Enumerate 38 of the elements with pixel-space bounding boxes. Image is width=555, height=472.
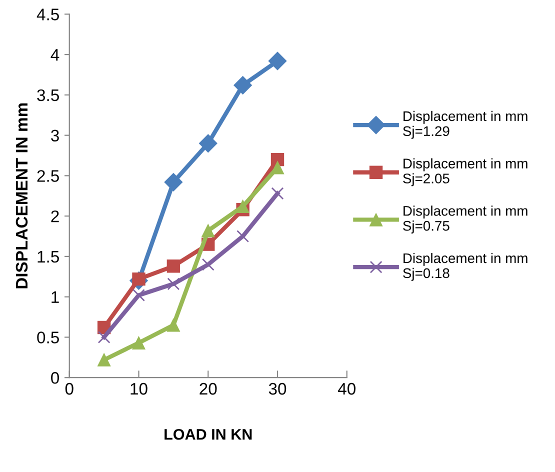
point xyxy=(198,134,218,153)
point xyxy=(236,200,250,213)
legend-label: Displacement in mm Sj=0.18 xyxy=(403,252,528,281)
point xyxy=(268,52,287,70)
point xyxy=(202,258,214,271)
y-tick-label: 2 xyxy=(51,210,59,222)
point xyxy=(98,330,110,344)
point xyxy=(166,260,180,273)
x-axis-title: LOAD IN KN xyxy=(164,428,252,440)
point xyxy=(202,224,215,238)
point xyxy=(132,288,145,302)
x-tick-label: 20 xyxy=(200,382,217,395)
y-tick-label: 1.5 xyxy=(38,251,59,263)
point xyxy=(236,230,250,243)
y-tick-label: 1 xyxy=(52,291,59,303)
point xyxy=(97,353,111,366)
point xyxy=(234,76,252,94)
legend-label: Displacement in mm Sj=0.75 xyxy=(403,206,528,234)
x-tick-label: 0 xyxy=(65,382,74,395)
y-axis-title: DISPLACEMENT IN mm xyxy=(16,103,28,288)
point xyxy=(166,318,180,332)
y-tick-label: 0 xyxy=(51,372,59,384)
point xyxy=(167,278,180,290)
legend-label: Displacement in mm Sj=1.29 xyxy=(403,110,528,139)
y-tick-label: 3 xyxy=(51,130,59,142)
point xyxy=(271,187,284,200)
y-tick-label: 3.5 xyxy=(37,89,59,102)
y-tick-label: 2.5 xyxy=(37,170,59,182)
point xyxy=(164,172,183,192)
point xyxy=(132,336,146,350)
y-tick-label: 0.5 xyxy=(37,332,59,344)
legend-label: Displacement in mm Sj=2.05 xyxy=(403,158,528,186)
y-tick-label: 4 xyxy=(50,49,60,61)
x-tick-label: 40 xyxy=(338,382,356,395)
x-tick-label: 30 xyxy=(268,382,286,395)
x-tick-label: 10 xyxy=(130,382,148,395)
point xyxy=(270,161,284,174)
y-tick-label: 4.5 xyxy=(36,8,59,20)
